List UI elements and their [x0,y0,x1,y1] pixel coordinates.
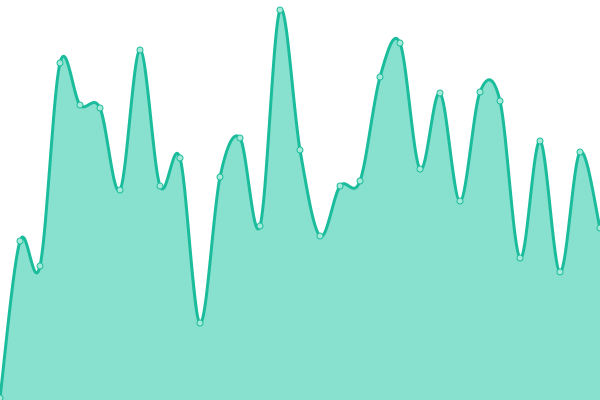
data-point-29 [576,148,584,156]
data-point-15 [296,146,304,154]
data-point-8 [156,182,164,190]
data-point-4 [76,101,84,109]
data-point-9 [176,154,184,162]
data-point-5 [96,104,104,112]
data-point-18 [356,177,364,185]
data-point-26 [516,254,524,262]
data-point-27 [536,137,544,145]
data-point-7 [136,46,144,54]
data-point-30 [596,224,600,232]
data-point-11 [216,173,224,181]
data-point-12 [236,134,244,142]
data-point-19 [376,73,384,81]
data-point-23 [456,197,464,205]
data-point-2 [36,262,44,270]
data-point-16 [316,232,324,240]
data-point-21 [416,165,424,173]
data-point-14 [276,6,284,14]
data-point-17 [336,182,344,190]
data-points [0,6,600,400]
data-point-6 [116,186,124,194]
data-point-25 [496,97,504,105]
data-point-13 [256,222,264,230]
data-point-0 [0,394,4,400]
series-area [0,9,600,400]
data-point-22 [436,89,444,97]
data-point-20 [396,39,404,47]
data-point-1 [16,237,24,245]
data-point-10 [196,319,204,327]
data-point-24 [476,88,484,96]
data-point-3 [56,59,64,67]
data-point-28 [556,268,564,276]
